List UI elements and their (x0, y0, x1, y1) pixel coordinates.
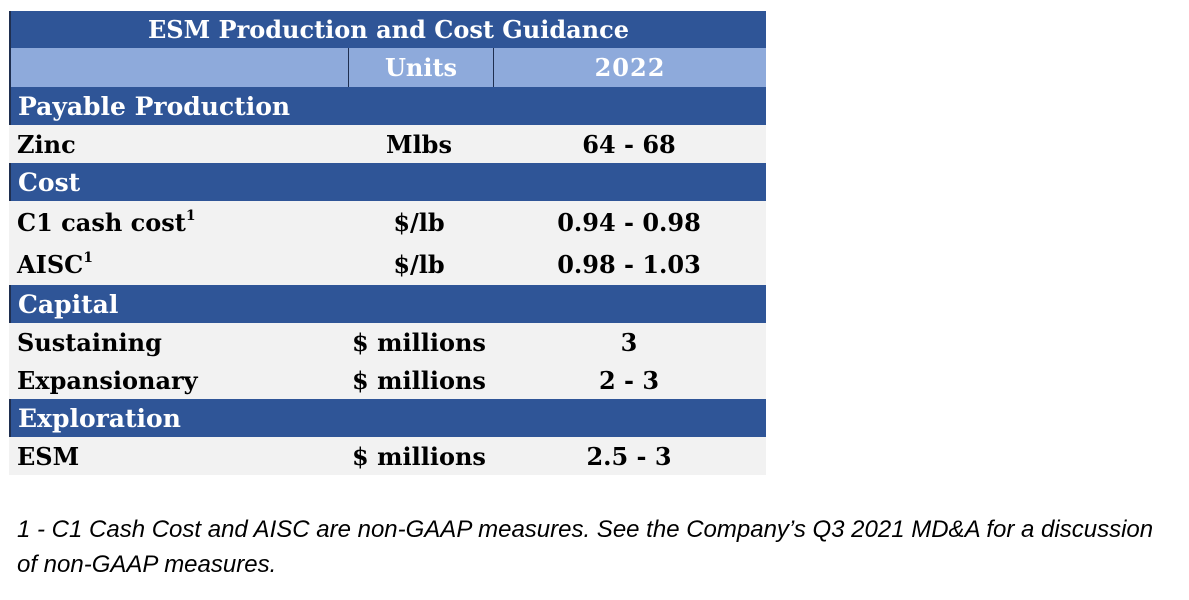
section-payable-production: Payable Production (9, 87, 766, 125)
row-units: $/lb (393, 249, 445, 279)
section-capital: Capital (9, 285, 766, 323)
row-units: $/lb (393, 207, 445, 237)
table-row-aisc: AISC1 $/lb 0.98 - 1.03 (9, 243, 766, 285)
row-label: ESM (17, 441, 80, 471)
row-label: Sustaining (17, 327, 162, 357)
guidance-table: ESM Production and Cost Guidance Units 2… (9, 11, 766, 475)
row-label: AISC1 (17, 249, 94, 279)
row-value: 2.5 - 3 (586, 441, 672, 471)
header-row: Units 2022 (9, 48, 766, 87)
table-title: ESM Production and Cost Guidance (9, 11, 766, 48)
row-value: 2 - 3 (598, 365, 660, 395)
row-units: $ millions (352, 365, 486, 395)
row-label: C1 cash cost1 (17, 207, 196, 237)
table-row-sustaining: Sustaining $ millions 3 (9, 323, 766, 361)
footnote-text: 1 - C1 Cash Cost and AISC are non-GAAP m… (17, 516, 1154, 578)
row-units: $ millions (352, 441, 486, 471)
row-label: Zinc (17, 129, 76, 159)
footnote-marker: 1 (83, 249, 94, 266)
header-category (11, 48, 348, 87)
table-row-esm: ESM $ millions 2.5 - 3 (9, 437, 766, 475)
table-row-zinc: Zinc Mlbs 64 - 68 (9, 125, 766, 163)
row-units: Mlbs (386, 129, 452, 159)
footnote-marker: 1 (185, 207, 196, 224)
row-value: 3 (620, 327, 638, 357)
header-units: Units (348, 48, 494, 87)
section-exploration: Exploration (9, 399, 766, 437)
row-value: 0.94 - 0.98 (557, 207, 701, 237)
table-row-c1-cash-cost: C1 cash cost1 $/lb 0.94 - 0.98 (9, 201, 766, 243)
table-row-expansionary: Expansionary $ millions 2 - 3 (9, 361, 766, 399)
header-year: 2022 (594, 53, 666, 82)
row-value: 0.98 - 1.03 (557, 249, 701, 279)
row-label: Expansionary (17, 365, 198, 395)
row-units: $ millions (352, 327, 486, 357)
section-cost: Cost (9, 163, 766, 201)
row-value: 64 - 68 (582, 129, 676, 159)
